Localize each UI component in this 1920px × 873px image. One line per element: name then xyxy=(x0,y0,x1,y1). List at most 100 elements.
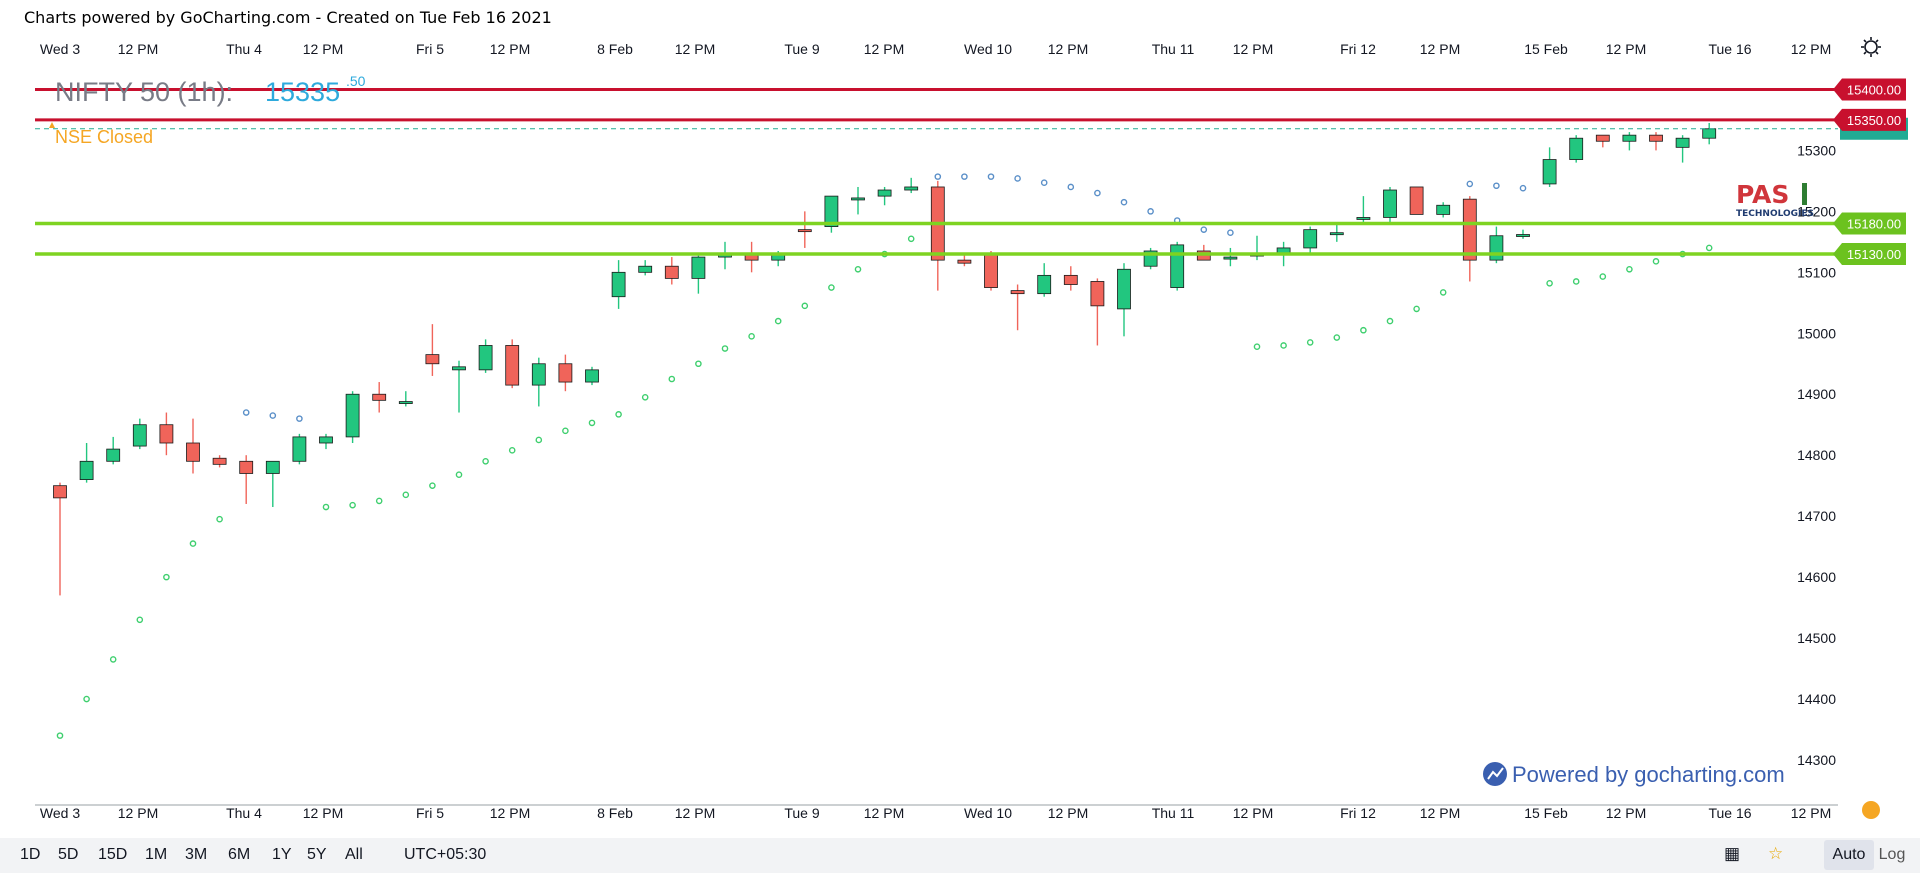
candle-body xyxy=(1436,204,1451,215)
candle-body xyxy=(851,197,865,201)
candle-body xyxy=(452,366,466,371)
timeframe-6m[interactable]: 6M xyxy=(228,846,251,863)
candle xyxy=(691,254,706,294)
psar-dot xyxy=(1040,179,1048,187)
alert-indicator[interactable] xyxy=(1862,801,1880,819)
bottom-time-tick: 12 PM xyxy=(1048,805,1088,821)
level-tag[interactable] xyxy=(1833,108,1906,131)
psar-dot xyxy=(1599,273,1607,280)
timeframe-1m[interactable]: 1M xyxy=(145,846,168,863)
level-tag[interactable] xyxy=(1833,78,1906,101)
price-tick: 14900 xyxy=(1797,386,1836,402)
timeframe-1d[interactable]: 1D xyxy=(20,846,41,863)
candle xyxy=(1063,266,1078,291)
candle xyxy=(159,412,174,456)
level-tag[interactable] xyxy=(1833,243,1906,266)
timeframe-all[interactable]: All xyxy=(345,846,363,863)
top-time-axis: Wed 3 12 PM Thu 4 12 PM Fri 5 12 PM 8 Feb 12 PM… xyxy=(40,41,1831,57)
psar-dot xyxy=(189,540,197,547)
candle-body xyxy=(1223,256,1238,260)
top-time-tick: Fri 5 xyxy=(416,41,444,57)
bottom-time-tick: Wed 3 xyxy=(40,805,80,821)
psar-dot xyxy=(668,375,676,383)
timeframe-5y[interactable]: 5Y xyxy=(307,846,327,863)
trend-icon xyxy=(1487,767,1504,780)
bottom-time-axis: Wed 3 12 PM Thu 4 12 PM Fri 5 12 PM 8 Feb 12 PM… xyxy=(40,805,1831,821)
top-time-tick: 15 Feb xyxy=(1524,41,1568,57)
candle-body xyxy=(292,436,307,462)
candle-body xyxy=(1170,244,1185,288)
candle-body xyxy=(1037,274,1052,295)
candle xyxy=(744,241,759,273)
auto-scale-button[interactable]: Auto xyxy=(1824,840,1874,870)
parabolic-sar xyxy=(56,173,1713,739)
candle-body xyxy=(1090,281,1105,307)
psar-dot xyxy=(163,573,170,581)
level-label: 15180.00 xyxy=(1847,217,1901,232)
candle xyxy=(558,354,573,392)
top-time-tick: 12 PM xyxy=(118,41,158,57)
horizontal-levels[interactable]: 15400.00 15350.00 15180.00 15130.00 xyxy=(35,78,1908,266)
level-tag[interactable] xyxy=(1833,212,1906,235)
timeframe-15d[interactable]: 15D xyxy=(98,846,128,863)
psar-dot xyxy=(1705,244,1713,252)
psar-dot xyxy=(1652,258,1660,265)
psar-dot xyxy=(615,411,622,418)
psar-dot xyxy=(1014,175,1021,182)
grid-toggle-icon[interactable]: ▦ xyxy=(1724,844,1741,863)
psar-dot xyxy=(455,471,463,479)
candle-body xyxy=(904,186,919,191)
top-time-tick: 12 PM xyxy=(1791,41,1831,57)
timeframe-1y[interactable]: 1Y xyxy=(272,846,292,863)
log-scale-button[interactable]: Log xyxy=(1878,846,1906,863)
psar-dot xyxy=(429,482,436,489)
top-time-tick: 12 PM xyxy=(1233,41,1273,57)
candle-body xyxy=(664,265,679,279)
psar-dot xyxy=(987,173,995,180)
candle xyxy=(106,436,121,465)
price-tick: 15100 xyxy=(1797,264,1836,280)
candle xyxy=(1383,186,1397,224)
bottom-time-tick: Tue 9 xyxy=(784,805,819,821)
bottom-time-tick: 12 PM xyxy=(1606,805,1646,821)
candle xyxy=(53,482,67,596)
psar-dot xyxy=(1120,198,1128,206)
candle xyxy=(1569,135,1584,163)
psar-dot xyxy=(1360,326,1367,334)
top-time-tick: 12 PM xyxy=(675,41,715,57)
candle-body xyxy=(824,195,839,227)
bottom-time-tick: 15 Feb xyxy=(1524,805,1568,821)
psar-dot xyxy=(482,457,489,465)
timezone-label[interactable]: UTC+05:30 xyxy=(404,846,487,863)
timeframe-5d[interactable]: 5D xyxy=(58,846,79,863)
candle-body xyxy=(1303,229,1318,249)
favorite-star-icon[interactable]: ☆ xyxy=(1768,844,1784,863)
timeframe-3m[interactable]: 3M xyxy=(185,846,208,863)
bottom-toolbar: 1D 5D 15D 1M 3M 6M 1Y 5Y All UTC+05:30 ▦… xyxy=(0,838,1920,873)
candle xyxy=(957,254,972,267)
candle-body xyxy=(638,265,653,273)
settings-icon[interactable] xyxy=(1861,37,1881,57)
top-time-tick: Wed 10 xyxy=(964,41,1012,57)
psar-dot xyxy=(269,412,277,419)
bottom-time-tick: 12 PM xyxy=(1233,805,1273,821)
level-label: 15400.00 xyxy=(1847,82,1901,97)
candle-body xyxy=(345,393,360,438)
psar-dot xyxy=(1626,265,1633,273)
candle-body xyxy=(398,401,413,404)
pas-logo-text: PAS xyxy=(1736,180,1789,209)
candle-body xyxy=(79,460,94,480)
bottom-time-tick: 12 PM xyxy=(1420,805,1460,821)
candle xyxy=(505,339,520,389)
top-time-tick: Thu 11 xyxy=(1152,41,1195,57)
psar-dot xyxy=(748,333,755,340)
psar-dot xyxy=(1493,182,1500,190)
candle-body xyxy=(53,485,67,499)
candle-body xyxy=(1542,159,1557,185)
candle-body xyxy=(1489,235,1504,261)
candle-body xyxy=(558,363,573,383)
candle-body xyxy=(585,369,599,383)
psar-dot xyxy=(1413,305,1420,313)
pas-logo-subtitle: TECHNOLOGIES xyxy=(1736,209,1814,219)
